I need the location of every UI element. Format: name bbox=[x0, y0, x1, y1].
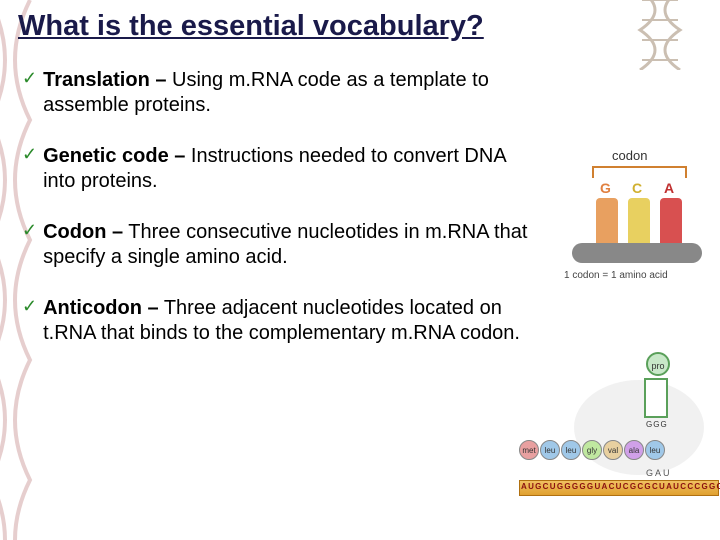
anticodon-figure: pro GGG metleuleuglyvalalaleu GAU AUGCUG… bbox=[554, 350, 714, 520]
vocabulary-list: ✓ Translation – Using m.RNA code as a te… bbox=[22, 68, 542, 372]
bullet-text: Codon – Three consecutive nucleotides in… bbox=[43, 220, 542, 270]
bullet-text: Anticodon – Three adjacent nucleotides l… bbox=[43, 296, 542, 346]
list-item: ✓ Genetic code – Instructions needed to … bbox=[22, 144, 542, 194]
list-item: ✓ Translation – Using m.RNA code as a te… bbox=[22, 68, 542, 118]
list-item: ✓ Anticodon – Three adjacent nucleotides… bbox=[22, 296, 542, 346]
codon-label: codon bbox=[612, 148, 647, 163]
check-icon: ✓ bbox=[22, 68, 37, 90]
amino-acid: leu bbox=[645, 440, 665, 460]
bullet-text: Translation – Using m.RNA code as a temp… bbox=[43, 68, 542, 118]
mrna-sequence: AUGCUGGGGGUACUCGCGCUAUCCCGGGUAA bbox=[521, 482, 720, 491]
trna-anticodon-code: GGG bbox=[646, 420, 668, 429]
ribosome-shape bbox=[574, 380, 704, 475]
codon-letter-a: A bbox=[664, 180, 674, 196]
trna-amino-label: pro bbox=[646, 352, 670, 376]
amino-acid: leu bbox=[561, 440, 581, 460]
codon-bracket bbox=[592, 166, 687, 178]
list-item: ✓ Codon – Three consecutive nucleotides … bbox=[22, 220, 542, 270]
codon-bar bbox=[596, 198, 618, 248]
amino-acid: leu bbox=[540, 440, 560, 460]
dna-decor-top bbox=[630, 0, 690, 70]
amino-acid-chain: metleuleuglyvalalaleu bbox=[519, 440, 665, 460]
amino-acid: met bbox=[519, 440, 539, 460]
amino-acid: val bbox=[603, 440, 623, 460]
codon-strand bbox=[572, 243, 702, 263]
mrna-gau-label: GAU bbox=[646, 468, 672, 478]
codon-letter-g: G bbox=[600, 180, 611, 196]
check-icon: ✓ bbox=[22, 220, 37, 242]
codon-letter-c: C bbox=[632, 180, 642, 196]
slide-title: What is the essential vocabulary? bbox=[18, 10, 484, 43]
amino-acid: ala bbox=[624, 440, 644, 460]
trna-body bbox=[644, 378, 668, 418]
bullet-text: Genetic code – Instructions needed to co… bbox=[43, 144, 542, 194]
codon-bar bbox=[628, 198, 650, 248]
codon-figure: codon G C A 1 codon = 1 amino acid bbox=[562, 148, 712, 288]
check-icon: ✓ bbox=[22, 144, 37, 166]
trna-shape: pro GGG bbox=[644, 370, 672, 430]
codon-bar bbox=[660, 198, 682, 248]
check-icon: ✓ bbox=[22, 296, 37, 318]
amino-acid: gly bbox=[582, 440, 602, 460]
codon-caption: 1 codon = 1 amino acid bbox=[564, 270, 668, 281]
